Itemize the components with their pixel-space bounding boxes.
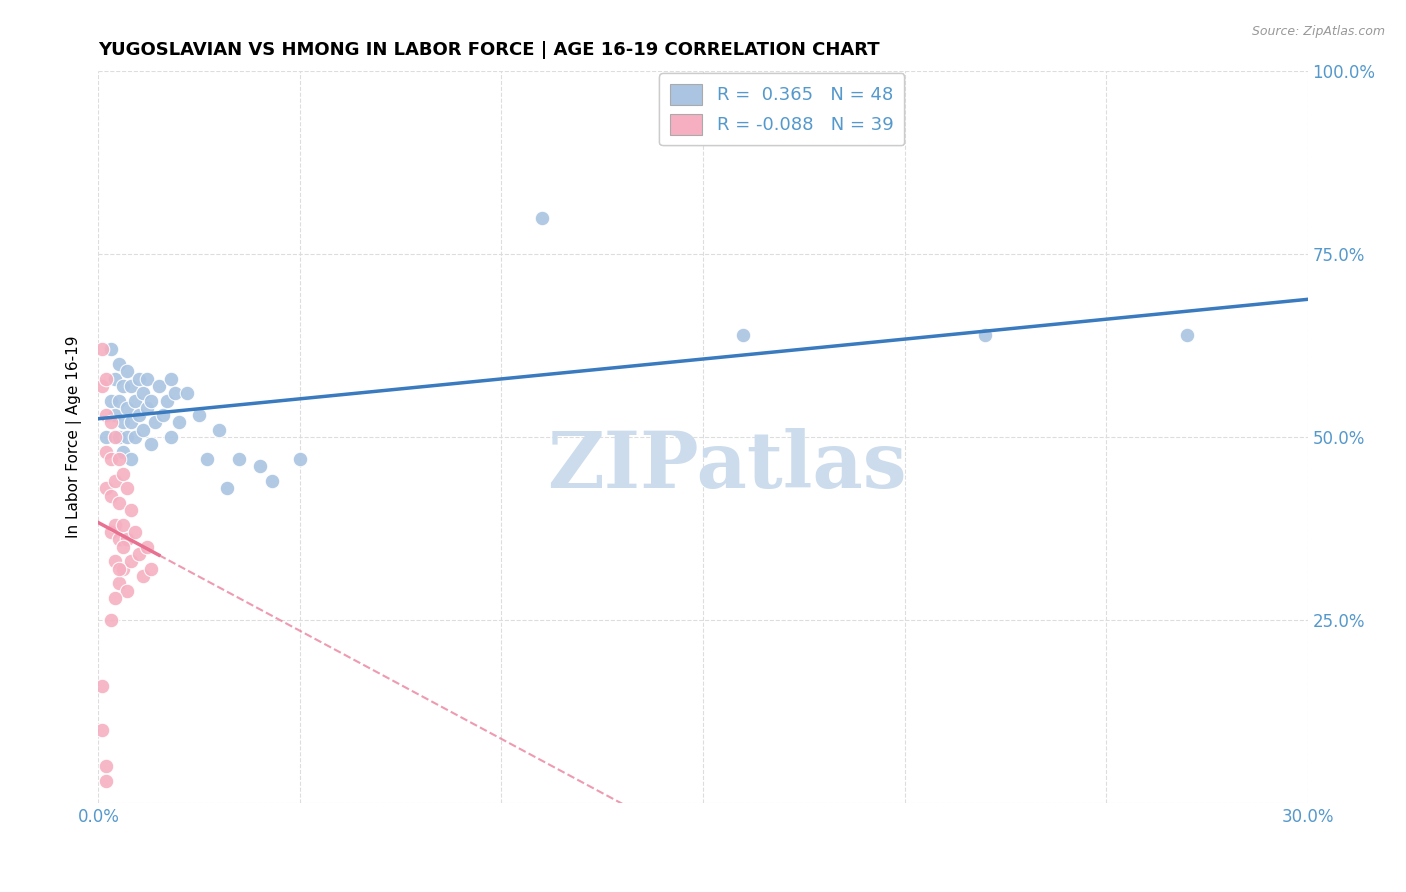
Point (96, 759, 118, 773)
Point (107, 430, 129, 444)
Point (96, 371, 118, 385)
Point (132, 386, 155, 401)
Point (111, 379, 134, 393)
Point (167, 416, 190, 430)
Point (139, 393, 162, 408)
Point (152, 408, 174, 422)
Point (249, 459, 271, 474)
Point (91, 723, 114, 737)
Point (195, 452, 218, 467)
Point (288, 452, 311, 467)
Point (91, 343, 114, 357)
Point (132, 569, 155, 583)
Point (128, 408, 150, 422)
Point (107, 357, 129, 371)
Point (128, 547, 150, 561)
Point (103, 591, 125, 605)
Text: ZIPatlas: ZIPatlas (547, 428, 907, 504)
Point (120, 554, 142, 568)
Point (124, 430, 146, 444)
Point (128, 371, 150, 385)
Point (974, 327, 997, 342)
Point (160, 371, 183, 385)
Point (139, 437, 162, 451)
Point (111, 416, 134, 430)
Point (107, 393, 129, 408)
Point (176, 386, 198, 401)
Point (111, 540, 134, 554)
Point (120, 379, 142, 393)
Point (208, 423, 231, 437)
Text: Source: ZipAtlas.com: Source: ZipAtlas.com (1251, 25, 1385, 38)
Point (100, 393, 122, 408)
Point (100, 343, 122, 357)
Legend: R =  0.365   N = 48, R = -0.088   N = 39: R = 0.365 N = 48, R = -0.088 N = 39 (659, 73, 904, 145)
Point (1175, 327, 1198, 342)
Point (217, 481, 239, 495)
Point (733, 327, 755, 342)
Point (91, 379, 114, 393)
Point (115, 533, 138, 547)
Point (107, 533, 129, 547)
Point (135, 540, 157, 554)
Point (115, 364, 138, 378)
Point (96, 773, 118, 788)
Point (91, 679, 114, 693)
Point (103, 474, 125, 488)
Point (228, 452, 250, 467)
Point (103, 371, 125, 385)
Point (124, 393, 146, 408)
Point (132, 423, 155, 437)
Point (107, 496, 129, 510)
Point (107, 562, 129, 576)
Point (107, 452, 129, 467)
Point (111, 517, 134, 532)
Point (260, 474, 283, 488)
Y-axis label: In Labor Force | Age 16-19: In Labor Force | Age 16-19 (66, 335, 83, 539)
Point (143, 416, 166, 430)
Point (100, 489, 122, 503)
Point (156, 393, 179, 408)
Point (100, 416, 122, 430)
Point (96, 444, 118, 458)
Point (139, 562, 162, 576)
Point (111, 467, 134, 481)
Point (100, 452, 122, 467)
Point (103, 408, 125, 422)
Point (103, 554, 125, 568)
Point (96, 430, 118, 444)
Point (148, 379, 170, 393)
Point (115, 430, 138, 444)
Point (100, 613, 122, 627)
Point (96, 481, 118, 495)
Point (188, 408, 211, 422)
Point (107, 576, 129, 591)
Point (115, 401, 138, 415)
Point (160, 430, 183, 444)
Point (115, 583, 138, 598)
Point (163, 386, 186, 401)
Point (103, 517, 125, 532)
Point (120, 503, 142, 517)
Point (111, 562, 134, 576)
Point (120, 452, 142, 467)
Point (100, 525, 122, 540)
Text: YUGOSLAVIAN VS HMONG IN LABOR FORCE | AGE 16-19 CORRELATION CHART: YUGOSLAVIAN VS HMONG IN LABOR FORCE | AG… (98, 41, 880, 59)
Point (135, 371, 157, 385)
Point (111, 444, 134, 458)
Point (115, 481, 138, 495)
Point (135, 401, 157, 415)
Point (96, 408, 118, 422)
Point (103, 430, 125, 444)
Point (124, 525, 146, 540)
Point (530, 211, 553, 225)
Point (120, 416, 142, 430)
